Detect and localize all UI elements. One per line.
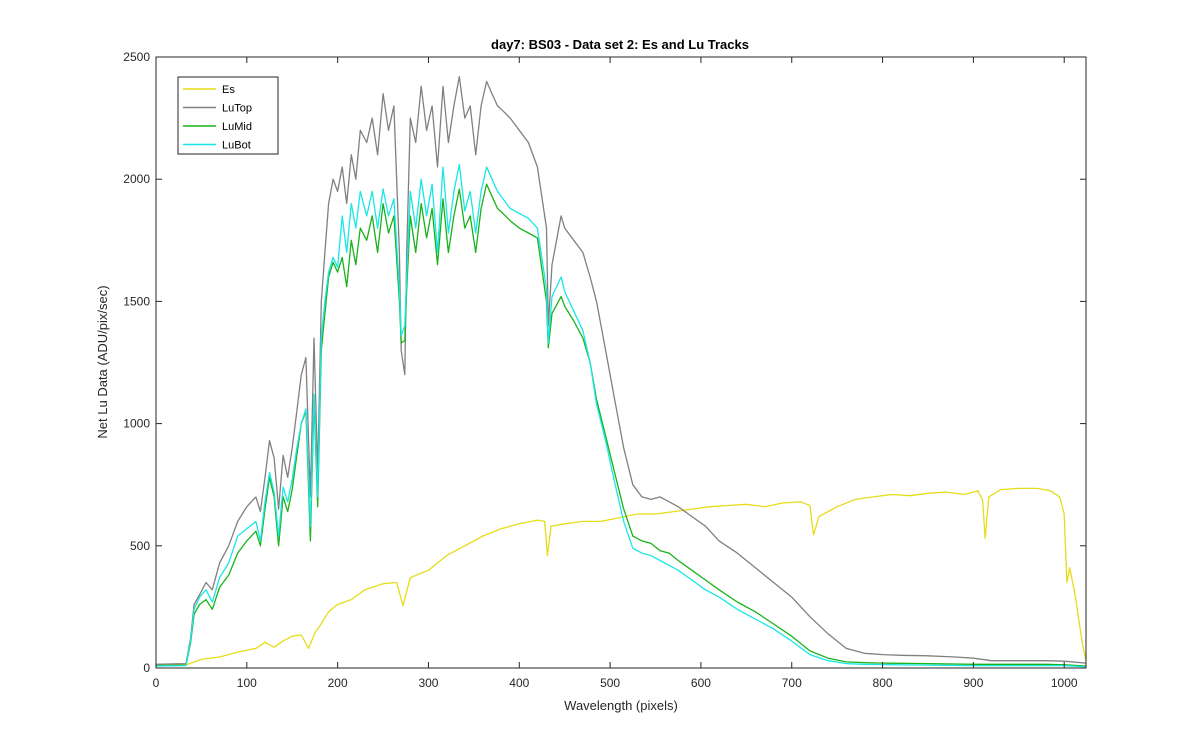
y-tick-label: 2500	[123, 50, 150, 64]
y-axis-ticks: 0 500 1000 1500 2000 2500	[123, 50, 1086, 675]
legend-label: LuMid	[222, 121, 252, 133]
x-axis-label: Wavelength (pixels)	[564, 698, 678, 713]
x-tick-label: 600	[691, 676, 711, 690]
x-tick-label: 900	[963, 676, 983, 690]
plot-area: 0 100 200 300 400 500 600 700 800 900 1000 0 500 100…	[123, 50, 1087, 690]
x-tick-label: 300	[418, 676, 438, 690]
legend-label: LuBot	[222, 140, 251, 152]
series-line-lubot	[155, 163, 1087, 668]
plot-background	[156, 57, 1086, 668]
series-line-lutop	[155, 75, 1087, 665]
y-tick-label: 1500	[123, 294, 150, 308]
x-tick-label: 700	[782, 676, 802, 690]
series-line-lumid	[155, 183, 1087, 667]
x-tick-label: 200	[328, 676, 348, 690]
legend-label: LuTop	[222, 103, 252, 115]
legend-box	[177, 76, 279, 155]
chart-title: day7: BS03 - Data set 2: Es and Lu Track…	[491, 37, 749, 52]
series-layer	[155, 75, 1087, 668]
legend: Es LuTop LuMid LuBot	[177, 76, 279, 155]
x-tick-label: 800	[873, 676, 893, 690]
series-line-es	[155, 487, 1087, 666]
x-tick-label: 100	[237, 676, 257, 690]
legend-label: Es	[222, 84, 235, 96]
x-tick-label: 1000	[1051, 676, 1078, 690]
x-axis-ticks: 0 100 200 300 400 500 600 700 800 900 1000	[153, 57, 1078, 690]
y-tick-label: 2000	[123, 172, 150, 186]
x-tick-label: 500	[600, 676, 620, 690]
x-tick-label: 0	[153, 676, 160, 690]
y-tick-label: 1000	[123, 417, 150, 431]
y-tick-label: 0	[143, 661, 150, 675]
x-tick-label: 400	[509, 676, 529, 690]
y-tick-label: 500	[130, 539, 150, 553]
axes-box	[155, 56, 1087, 669]
y-axis-label: Net Lu Data (ADU/pix/sec)	[95, 285, 110, 438]
